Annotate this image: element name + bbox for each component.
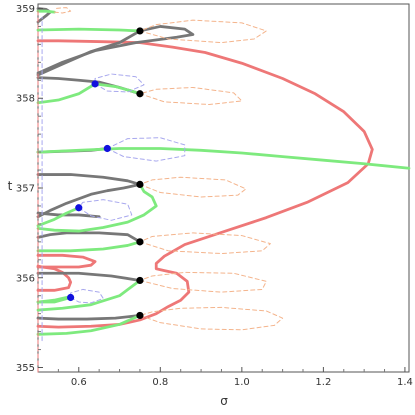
series-line-23	[93, 82, 142, 96]
series-line-20	[36, 206, 81, 228]
series-line-0	[36, 39, 374, 329]
series-line-31	[139, 19, 267, 44]
series-line-7	[36, 211, 101, 219]
series-line-17	[36, 240, 142, 253]
x-tick-label: 0.6	[71, 377, 87, 388]
series-line-22	[36, 82, 97, 105]
series-line-19	[36, 296, 73, 304]
x-axis-label: σ	[220, 394, 228, 408]
y-tick-label: 358	[16, 94, 35, 105]
series-line-34	[78, 199, 133, 221]
series-line-32	[53, 7, 72, 14]
series-line-26	[139, 306, 284, 331]
ticks-layer: 0.6 0.8 1.0 1.2 1.4 355 356 357 358 359	[16, 4, 413, 388]
y-tick-label: 359	[16, 4, 35, 15]
series-line-36	[94, 73, 145, 93]
data-point-9	[91, 80, 99, 88]
series-line-29	[139, 176, 247, 198]
series-line-5	[36, 231, 142, 244]
series-line-3	[36, 314, 142, 321]
data-point-7	[75, 204, 83, 212]
series-layer	[36, 7, 411, 373]
series-line-35	[106, 137, 186, 162]
series-line-14	[36, 314, 142, 336]
series-line-33	[70, 288, 104, 304]
y-tick-label: 355	[16, 363, 35, 374]
x-tick-label: 1.0	[234, 377, 250, 388]
series-line-28	[139, 232, 271, 255]
x-tick-label: 1.2	[315, 377, 331, 388]
y-tick-label: 357	[16, 184, 35, 195]
data-point-4	[136, 90, 144, 98]
data-point-0	[136, 311, 144, 320]
series-line-27	[139, 271, 267, 293]
data-point-6	[67, 293, 75, 302]
series-line-16	[36, 279, 142, 312]
points-layer	[67, 27, 144, 320]
x-tick-label: 0.8	[152, 377, 168, 388]
y-axis-label: t	[8, 179, 13, 193]
series-line-25	[36, 9, 56, 14]
series-line-6	[36, 183, 142, 219]
data-point-8	[103, 144, 111, 153]
series-line-12	[36, 25, 195, 75]
series-line-24	[36, 27, 142, 33]
data-point-3	[136, 180, 144, 189]
y-tick-label: 356	[16, 273, 35, 284]
series-line-30	[139, 86, 243, 106]
x-tick-label: 1.4	[397, 377, 413, 388]
series-line-21	[36, 147, 411, 170]
series-line-18	[36, 183, 158, 233]
data-point-1	[136, 276, 144, 285]
series-line-4	[36, 271, 142, 282]
plot-frame	[37, 3, 410, 373]
data-point-2	[136, 238, 144, 246]
series-line-8	[36, 173, 142, 186]
data-point-5	[136, 27, 144, 35]
series-line-2	[36, 253, 97, 269]
